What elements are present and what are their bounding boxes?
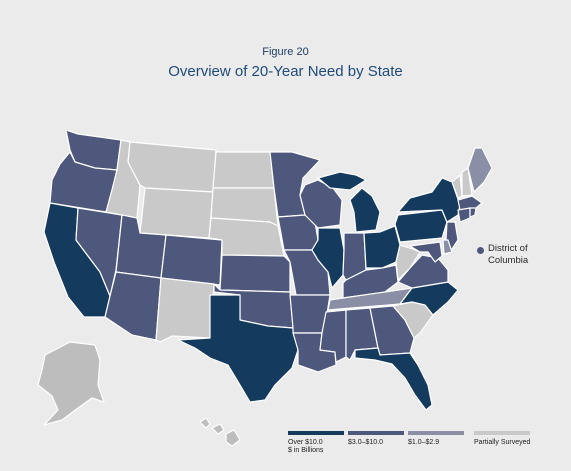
state-nh[interactable] — [461, 167, 473, 197]
state-mt[interactable] — [127, 141, 217, 193]
legend-label: Over $10.0 — [288, 439, 323, 446]
state-md[interactable] — [409, 241, 443, 263]
dc-label-line2: Columbia — [488, 255, 529, 266]
dc-label: District of Columbia — [488, 243, 558, 267]
state-ma[interactable] — [457, 195, 483, 211]
legend-swatch — [288, 431, 344, 435]
legend-swatch — [348, 431, 404, 435]
state-co[interactable] — [160, 234, 223, 286]
state-de[interactable] — [442, 239, 453, 255]
state-nm[interactable] — [155, 277, 215, 343]
state-nd[interactable] — [212, 151, 275, 189]
legend-label: Partially Surveyed — [474, 439, 531, 446]
legend-item-over-10: Over $10.0 $ in Billions — [288, 431, 344, 455]
legend-swatch — [408, 431, 464, 435]
state-fl[interactable] — [354, 347, 433, 411]
state-wy[interactable] — [139, 187, 214, 239]
legend-swatch — [474, 431, 530, 435]
state-pa[interactable] — [394, 209, 448, 243]
state-ks[interactable] — [219, 254, 291, 293]
figure-title: Overview of 20-Year Need by State — [168, 63, 403, 80]
legend-label: $3.0–$10.0 — [348, 439, 384, 446]
legend-item-3-10: $3.0–$10.0 — [348, 431, 404, 447]
state-az[interactable] — [104, 271, 162, 341]
legend-item-partial: Partially Surveyed — [474, 431, 530, 447]
state-ct[interactable] — [457, 207, 471, 223]
figure-label: Figure 20 — [262, 46, 309, 58]
state-oh[interactable] — [363, 225, 401, 269]
state-me[interactable] — [467, 147, 493, 193]
state-mi[interactable] — [317, 171, 381, 233]
state-il[interactable] — [311, 227, 345, 289]
dc-label-line1: District of — [488, 243, 528, 254]
legend-item-1-29: $1.0–$2.9 — [408, 431, 464, 447]
state-ri[interactable] — [469, 207, 477, 218]
legend-sublabel: $ in Billions — [288, 447, 324, 454]
legend-label: $1.0–$2.9 — [408, 439, 440, 446]
state-hi[interactable] — [199, 417, 241, 447]
state-tx[interactable] — [177, 294, 299, 403]
dc-marker — [477, 247, 484, 254]
state-ak[interactable] — [37, 341, 105, 426]
